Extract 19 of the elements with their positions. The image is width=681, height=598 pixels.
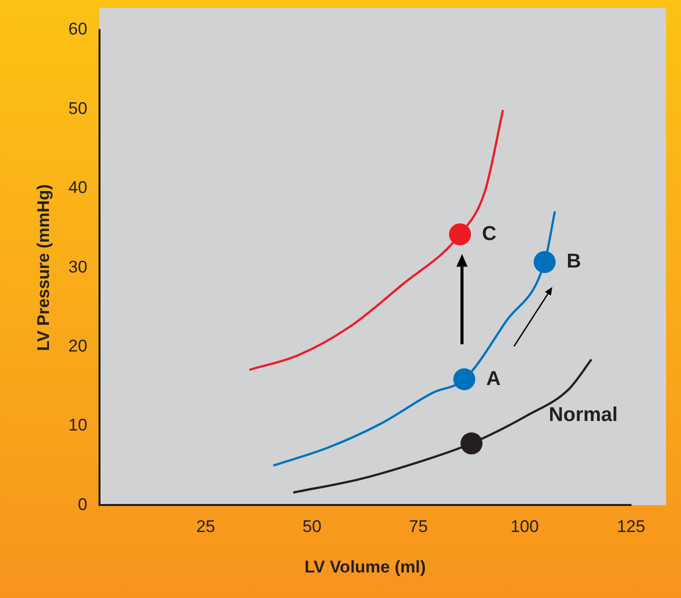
x-axis-title: LV Volume (ml)	[304, 557, 426, 576]
annotation: Normal	[548, 404, 618, 426]
y-tick-label: 60	[68, 20, 88, 39]
annotation: A	[486, 368, 501, 390]
x-tick-label: 25	[196, 517, 216, 536]
y-tick-label: 10	[68, 416, 88, 435]
x-tick-label: 50	[302, 517, 322, 536]
x-tick-label: 125	[616, 517, 646, 536]
y-tick-label: 30	[68, 257, 88, 276]
y-tick-label: 20	[68, 336, 88, 356]
annotation: C	[482, 222, 496, 245]
x-tick-label: 100	[510, 517, 539, 536]
line-series	[248, 108, 504, 371]
y-axis-title: LV Pressure (mmHg)	[34, 184, 53, 352]
x-tick-label: 75	[408, 517, 428, 536]
y-tick-label: 50	[68, 98, 88, 118]
y-tick-label: 0	[78, 494, 88, 514]
y-tick-label: 40	[68, 178, 88, 198]
annotation: B	[566, 250, 582, 273]
